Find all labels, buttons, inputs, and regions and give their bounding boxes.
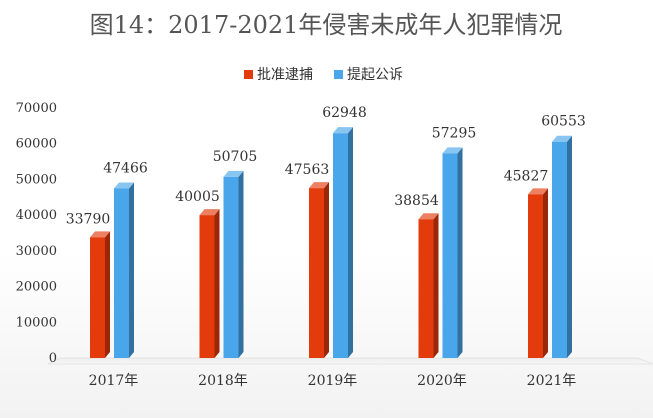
chart-floor [47,357,653,365]
y-tick-label-3: 30000 [16,244,57,259]
x-tick-label-5: 2021年 [527,373,577,389]
x-tick-label-3: 2019年 [308,373,358,389]
data-label-1-5: 45827 [504,168,549,184]
bar-1-5 [528,188,548,358]
x-axis: 2017年 2018年 2019年 2020年 2021年 [89,373,577,389]
legend-label-2: 提起公诉 [347,67,403,83]
y-tick-label-5: 50000 [16,172,57,187]
bar-2-1 [114,182,134,358]
bar-2-5 [552,135,572,358]
data-label-2-5: 60553 [541,114,586,130]
data-label-2-1: 47466 [103,160,148,176]
data-label-1-3: 47563 [285,162,330,178]
legend-swatch-1 [244,70,253,79]
data-label-2-4: 57295 [432,125,477,141]
bar-1-1 [90,231,110,358]
y-tick-label-6: 60000 [16,137,57,152]
bar-2-3 [333,127,353,358]
bar-1-3 [309,182,329,358]
bar-2-4 [442,147,463,358]
data-label-2-3: 62948 [322,105,367,121]
chart-title: 图14：2017-2021年侵害未成年人犯罪情况 [90,11,563,39]
bar-1-4 [418,213,439,358]
x-tick-label-1: 2017年 [89,373,139,389]
legend-swatch-2 [334,70,343,79]
x-tick-label-4: 2020年 [417,373,467,389]
data-label-1-4: 38854 [394,193,439,209]
x-tick-label-2: 2018年 [198,373,248,389]
bars [90,127,572,358]
data-label-1-2: 40005 [175,189,220,205]
data-labels: 33790 47466 40005 50705 47563 62948 38854 57295… [66,105,586,227]
data-label-1-1: 33790 [66,211,111,227]
data-label-2-2: 50705 [213,149,258,165]
legend-label-1: 批准逮捕 [257,67,313,83]
y-tick-label-2: 20000 [16,280,57,295]
y-tick-label-0: 0 [49,351,57,366]
y-tick-label-1: 10000 [16,315,57,330]
bar-1-2 [199,209,220,358]
y-tick-label-7: 70000 [16,101,57,116]
y-axis: 0 10000 20000 30000 40000 50000 60000 70000 [16,101,57,366]
legend: 批准逮捕 提起公诉 [244,67,403,83]
y-tick-label-4: 40000 [16,208,57,223]
bar-2-2 [223,170,244,358]
